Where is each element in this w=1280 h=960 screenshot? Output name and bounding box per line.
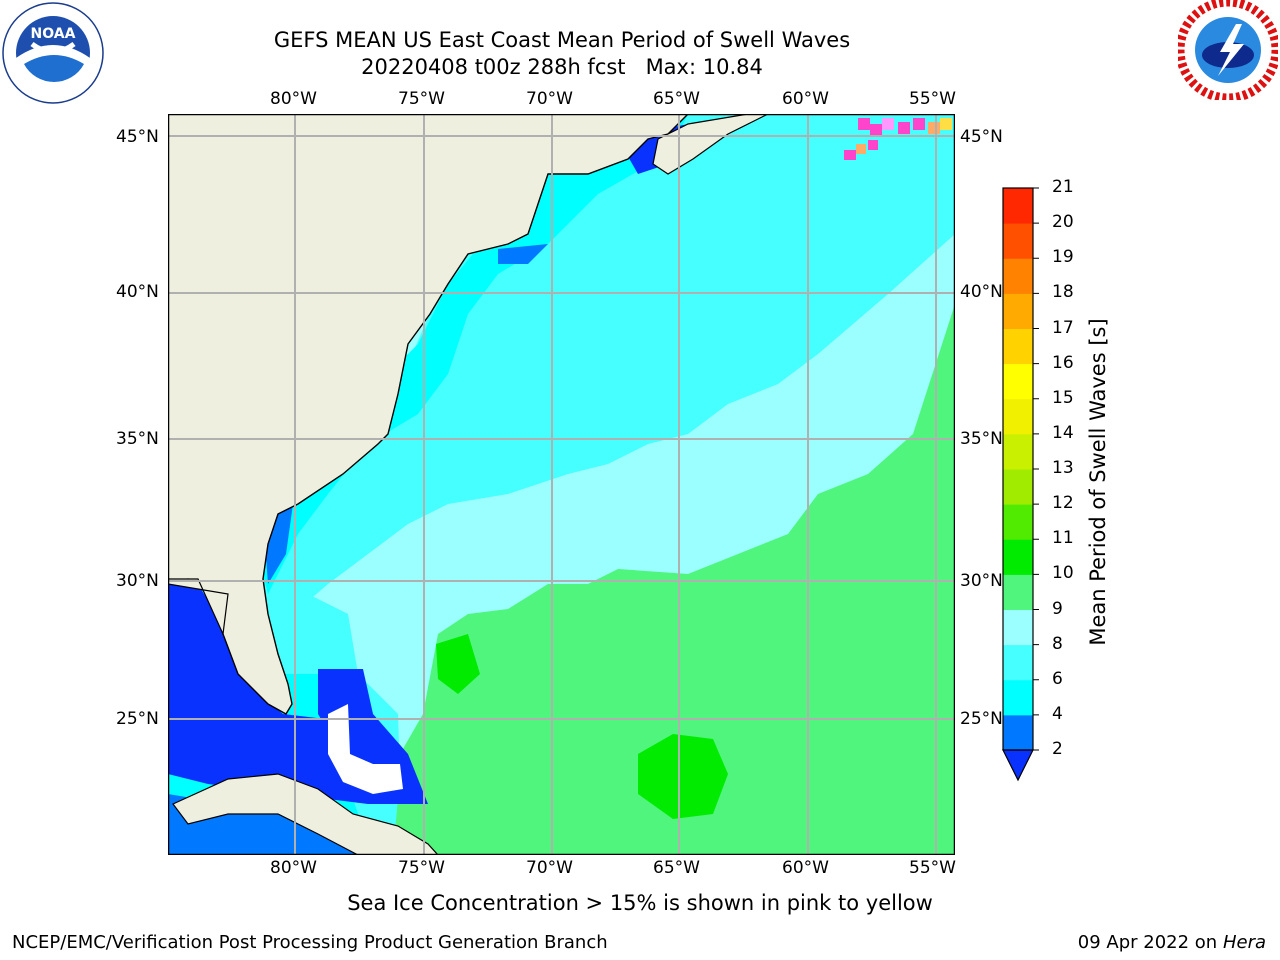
map-panel bbox=[168, 114, 955, 855]
lon-tick-top-6: 55°W bbox=[909, 89, 956, 109]
colorbar-tick-label: 11 bbox=[1052, 528, 1074, 549]
colorbar-segment bbox=[1003, 644, 1033, 681]
colorbar-tick-label: 21 bbox=[1052, 177, 1074, 197]
colorbar-segment bbox=[1003, 363, 1033, 400]
colorbar-segment bbox=[1003, 398, 1033, 435]
colorbar-segment bbox=[1003, 574, 1033, 610]
lat-tick-left-3: 35°N bbox=[116, 429, 159, 449]
colorbar-segment bbox=[1003, 258, 1033, 294]
lon-tick-top-4: 65°W bbox=[653, 89, 700, 109]
colorbar-tick-label: 18 bbox=[1052, 282, 1074, 303]
lat-tick-left-4: 30°N bbox=[116, 571, 159, 591]
gulf-coast-land bbox=[168, 578, 229, 637]
colorbar-segment bbox=[1003, 539, 1033, 575]
nws-logo-icon bbox=[1175, 0, 1280, 103]
colorbar-tick-label: 8 bbox=[1052, 633, 1063, 654]
colorbar-segment bbox=[1003, 504, 1033, 540]
lat-tick-right-2: 40°N bbox=[960, 282, 1003, 302]
lat-tick-right-3: 35°N bbox=[960, 429, 1003, 449]
nova-scotia-land bbox=[652, 114, 769, 175]
lon-tick-top-5: 60°W bbox=[782, 89, 829, 109]
colorbar bbox=[1002, 187, 1039, 782]
noaa-logo-icon bbox=[2, 2, 104, 104]
colorbar-segment bbox=[1003, 609, 1033, 646]
colorbar-segment bbox=[1003, 223, 1033, 259]
lon-tick-bottom-4: 65°W bbox=[653, 858, 700, 878]
colorbar-tick-label: 14 bbox=[1052, 422, 1074, 443]
forecast-subtitle: 20220408 t00z 288h fcst Max: 10.84 bbox=[361, 55, 763, 79]
lon-tick-bottom-5: 60°W bbox=[782, 858, 829, 878]
colorbar-tick-label: 12 bbox=[1052, 493, 1074, 514]
nws-logo bbox=[1175, 0, 1280, 103]
footer-host: Hera bbox=[1222, 932, 1266, 953]
noaa-logo: NOAA bbox=[2, 2, 104, 104]
sea-ice-note: Sea Ice Concentration > 15% is shown in … bbox=[347, 891, 933, 915]
colorbar-tick-label: 15 bbox=[1052, 387, 1074, 408]
colorbar-tick-label: 4 bbox=[1052, 703, 1063, 724]
footer-date-text: 09 Apr 2022 on bbox=[1077, 932, 1223, 953]
sea-ice-cells bbox=[844, 118, 952, 160]
footer-date: 09 Apr 2022 on Hera bbox=[1078, 932, 1266, 953]
lon-tick-top-3: 70°W bbox=[526, 89, 573, 109]
lat-tick-right-5: 25°N bbox=[960, 709, 1003, 729]
colorbar-segment bbox=[1003, 328, 1033, 365]
footer-credit: NCEP/EMC/Verification Post Processing Pr… bbox=[12, 932, 608, 953]
lat-tick-left-5: 25°N bbox=[116, 709, 159, 729]
noaa-logo-text: NOAA bbox=[30, 26, 76, 42]
page-title: GEFS MEAN US East Coast Mean Period of S… bbox=[273, 28, 851, 52]
lon-tick-top-1: 80°W bbox=[270, 89, 317, 109]
colorbar-segment bbox=[1003, 293, 1033, 329]
colorbar-tick-label: 9 bbox=[1052, 598, 1063, 619]
colorbar-tick-label: 16 bbox=[1052, 352, 1074, 373]
colorbar-tick-label: 20 bbox=[1052, 212, 1074, 233]
lat-tick-left-1: 45°N bbox=[116, 127, 159, 147]
colorbar-segment bbox=[1003, 714, 1033, 751]
swell-9-10s-region bbox=[393, 304, 955, 855]
lon-tick-top-2: 75°W bbox=[398, 89, 445, 109]
lat-tick-left-2: 40°N bbox=[116, 282, 159, 302]
colorbar-segment bbox=[1003, 188, 1033, 224]
lon-tick-bottom-3: 70°W bbox=[526, 858, 573, 878]
colorbar-tick-label: 19 bbox=[1052, 247, 1074, 268]
lon-tick-bottom-2: 75°W bbox=[398, 858, 445, 878]
graticule bbox=[168, 114, 955, 855]
colorbar-extend-triangle bbox=[1002, 749, 1034, 782]
swell-10-11s-region bbox=[638, 734, 728, 819]
north-america-land bbox=[168, 114, 689, 715]
colorbar-segment bbox=[1003, 433, 1033, 470]
colorbar-segment bbox=[1003, 679, 1033, 716]
colorbar-segment bbox=[1003, 469, 1033, 505]
lat-tick-right-4: 30°N bbox=[960, 571, 1003, 591]
lat-tick-right-1: 45°N bbox=[960, 127, 1003, 147]
lon-tick-bottom-6: 55°W bbox=[909, 858, 956, 878]
colorbar-tick-label: 17 bbox=[1052, 317, 1074, 338]
swell-6-8s-region bbox=[243, 114, 955, 674]
lon-tick-bottom-1: 80°W bbox=[270, 858, 317, 878]
cuba-land bbox=[172, 773, 439, 855]
colorbar-tick-label: 10 bbox=[1052, 563, 1074, 584]
bahamas-banks bbox=[328, 704, 403, 794]
colorbar-tick-label: 13 bbox=[1052, 458, 1074, 478]
colorbar-tick-label: 6 bbox=[1052, 668, 1063, 689]
colorbar-label: Mean Period of Swell Waves [s] bbox=[1086, 318, 1110, 646]
colorbar-tick-label: 2 bbox=[1052, 739, 1063, 759]
